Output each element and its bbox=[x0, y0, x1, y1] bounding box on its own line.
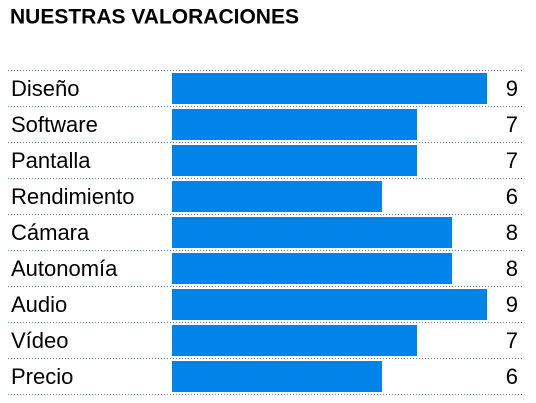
category-label: Rendimiento bbox=[11, 184, 135, 209]
category-label: Diseño bbox=[11, 76, 79, 101]
value-label: 7 bbox=[506, 148, 518, 173]
category-label: Autonomía bbox=[11, 256, 118, 281]
bar bbox=[172, 253, 452, 284]
bar bbox=[172, 109, 417, 140]
bar bbox=[172, 289, 487, 320]
bar bbox=[172, 181, 382, 212]
bar bbox=[172, 73, 487, 104]
category-label: Precio bbox=[11, 364, 73, 389]
value-label: 8 bbox=[506, 256, 518, 281]
category-label: Vídeo bbox=[11, 328, 69, 353]
chart-title: NUESTRAS VALORACIONES bbox=[10, 6, 299, 29]
bar bbox=[172, 217, 452, 248]
value-label: 9 bbox=[506, 292, 518, 317]
value-label: 7 bbox=[506, 112, 518, 137]
bar bbox=[172, 325, 417, 356]
category-label: Cámara bbox=[11, 220, 90, 245]
category-label: Audio bbox=[11, 292, 67, 317]
category-label: Software bbox=[11, 112, 98, 137]
value-label: 9 bbox=[506, 76, 518, 101]
bar bbox=[172, 145, 417, 176]
value-label: 8 bbox=[506, 220, 518, 245]
value-label: 7 bbox=[506, 328, 518, 353]
value-label: 6 bbox=[506, 184, 518, 209]
category-label: Pantalla bbox=[11, 148, 91, 173]
value-label: 6 bbox=[506, 364, 518, 389]
bar bbox=[172, 361, 382, 392]
